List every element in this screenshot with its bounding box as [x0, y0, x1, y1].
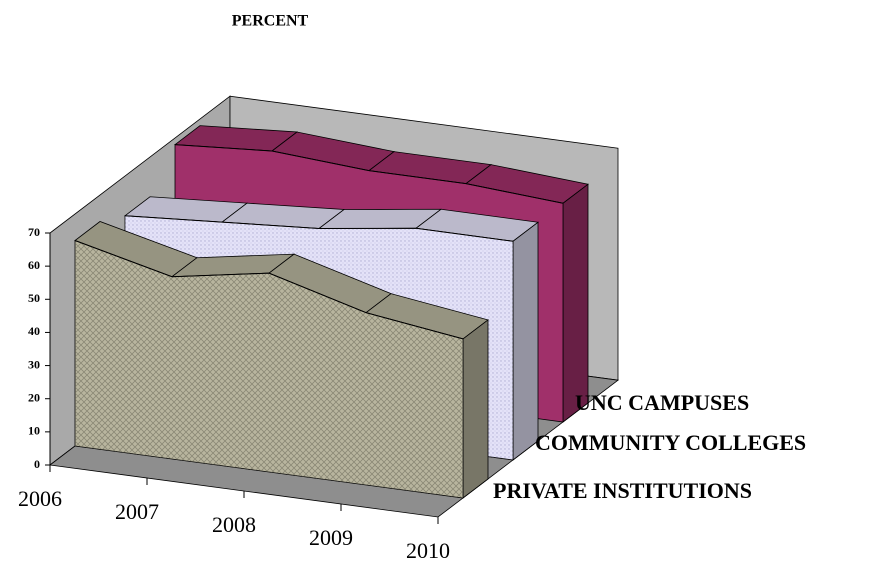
y-tick-label: 40 [28, 324, 40, 338]
y-tick-label: 50 [28, 291, 40, 305]
area-top-shade [172, 254, 294, 277]
series-label: PRIVATE INSTITUTIONS [493, 478, 752, 503]
x-tick-label: 2007 [115, 499, 159, 524]
area-top-shade [466, 164, 588, 204]
y-tick-label: 70 [28, 225, 40, 239]
area-top-shade [75, 221, 197, 277]
y-tick-label: 20 [28, 390, 40, 404]
chart-title: PERCENT [232, 13, 309, 30]
area-top-shade [366, 293, 488, 339]
area-line [174, 144, 564, 204]
series-label: COMMUNITY COLLEGES [535, 430, 806, 455]
area-top-shade [319, 209, 441, 229]
x-tick-label: 2008 [212, 512, 256, 537]
area-top-shade [269, 254, 391, 313]
area-top-shade [272, 132, 394, 171]
x-tick-label: 2006 [18, 486, 62, 511]
area-top-shade [125, 196, 247, 223]
area-line [124, 215, 514, 242]
y-tick-label: 30 [28, 357, 40, 371]
area-top-shade [369, 151, 491, 184]
y-tick-label: 60 [28, 258, 40, 272]
y-tick-label: 10 [28, 424, 40, 438]
series-label: UNC CAMPUSES [575, 390, 749, 415]
area-side-shade [563, 184, 588, 422]
area-side-shade [463, 319, 488, 498]
area-line [74, 240, 464, 340]
x-tick-label: 2009 [309, 525, 353, 550]
y-tick-label: 0 [34, 457, 40, 471]
area-side-shade [513, 222, 538, 460]
x-tick-label: 2010 [406, 538, 450, 563]
area-front-texture [75, 240, 463, 498]
area-top-shade [222, 203, 344, 229]
area-top-shade [416, 209, 538, 242]
area-top-shade [175, 125, 297, 151]
